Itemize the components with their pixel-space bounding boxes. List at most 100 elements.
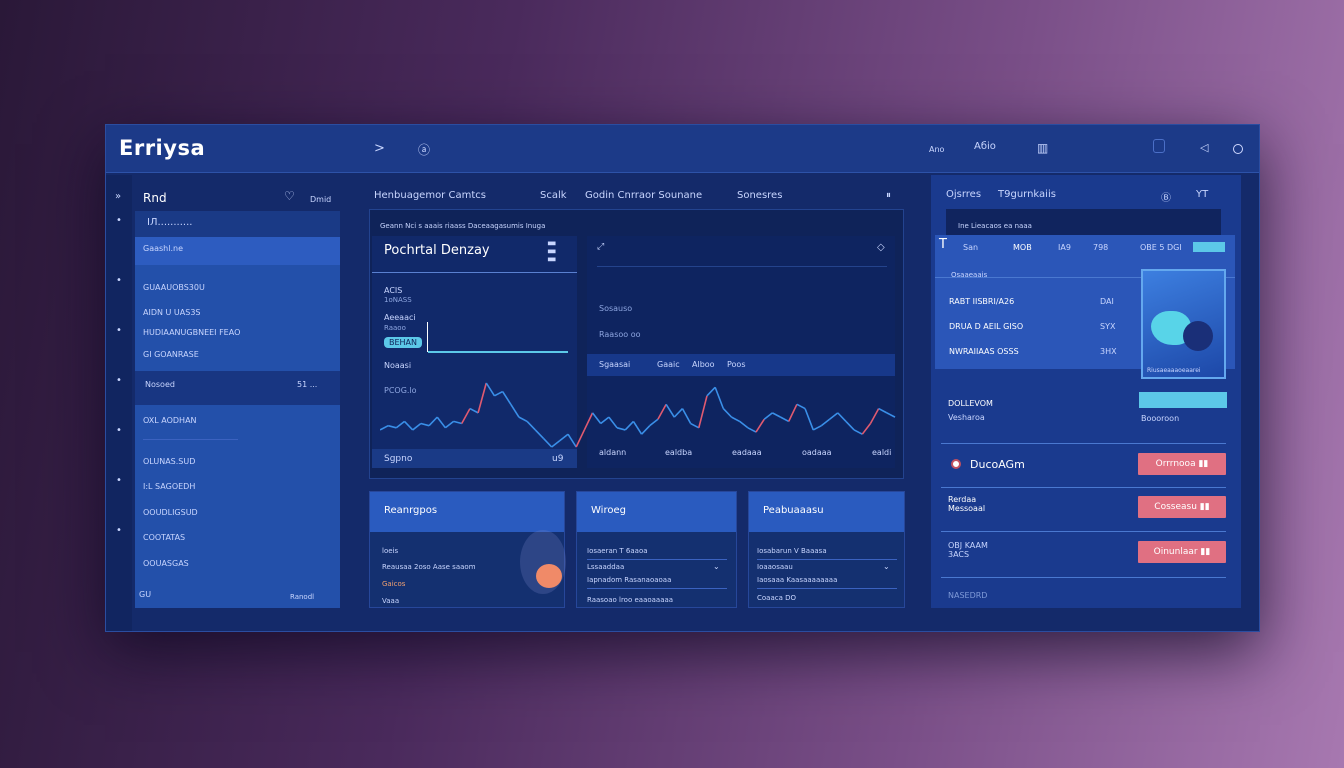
globe-icon[interactable]: ⓐ <box>418 143 431 157</box>
card-row[interactable]: Gaicos <box>382 580 406 588</box>
line-segment <box>526 420 536 431</box>
sidebar-item[interactable]: Nosoed <box>145 380 175 389</box>
table-row-name[interactable]: DRUA D AEIL GISO <box>949 322 1024 331</box>
thumbnail-image[interactable]: Riusaeaaaoeaarei <box>1141 269 1226 379</box>
chart-label: Raaoo <box>384 324 406 332</box>
heart-icon[interactable]: ♡ <box>284 189 295 203</box>
filter-icon[interactable]: YT <box>1196 189 1209 200</box>
line-segment <box>853 429 863 435</box>
line-segment <box>706 386 716 397</box>
circle-icon[interactable] <box>1233 144 1243 154</box>
line-segment <box>510 403 520 418</box>
chevron-down-icon[interactable]: ⌄ <box>883 562 890 571</box>
center-tab[interactable]: Godin Cnrraor Sounane <box>585 190 703 201</box>
sidebar-item[interactable]: GUAAUOBS30U <box>143 283 205 292</box>
menu-icon[interactable]: ▬ ▬ ▬ <box>547 238 557 265</box>
card-row[interactable]: Iapnadom Rasanaoaoaa <box>587 576 672 584</box>
rail-dot-icon[interactable]: • <box>116 375 122 386</box>
line-segment <box>731 416 741 423</box>
diamond-icon[interactable]: ◇ <box>877 242 885 253</box>
sidebar-item[interactable]: HUDIAANUGBNEEI FEAO <box>143 328 241 337</box>
card-row[interactable]: Lssaaddaa <box>587 563 625 571</box>
card-row[interactable]: Raasoao lroo eaaoaaaaa <box>587 596 674 604</box>
shield-icon[interactable] <box>1153 139 1165 153</box>
badge-icon[interactable]: Ⓑ <box>1161 193 1171 204</box>
column-header[interactable]: IA9 <box>1058 243 1071 252</box>
rail-dot-icon[interactable]: • <box>116 475 122 486</box>
column-header[interactable]: MOB <box>1013 243 1032 252</box>
center-tab[interactable]: Scalk <box>540 190 567 201</box>
line-segment <box>624 420 634 431</box>
sidebar-header-link[interactable]: Dmid <box>310 195 332 204</box>
line-segment <box>747 427 757 433</box>
sidebar-item[interactable]: Gaashl.ne <box>143 244 183 253</box>
column-header[interactable]: OBE 5 DGI <box>1140 243 1182 252</box>
top-link-1[interactable]: Ano <box>929 145 945 154</box>
line-segment <box>559 433 569 442</box>
card-row[interactable]: loeis <box>382 547 399 555</box>
collapse-icon[interactable]: » <box>115 191 122 202</box>
alert-action-button[interactable]: Orrrnooa ▮▮ <box>1138 453 1226 475</box>
line-segment <box>542 437 553 448</box>
line-segment <box>616 427 626 431</box>
expand-icon[interactable]: ⤢ <box>597 242 605 252</box>
card-row[interactable]: Iaosaaa Kaasaaaaaaaa <box>757 576 838 584</box>
line-segment <box>796 403 806 410</box>
sidebar-item[interactable]: OOUDLIGSUD <box>143 508 198 517</box>
rail-dot-icon[interactable]: • <box>116 325 122 336</box>
chart-label: ACIS <box>384 286 403 295</box>
table-row-name[interactable]: NWRAIIAAS OSSS <box>949 347 1019 356</box>
rail-dot-icon[interactable]: • <box>116 215 122 226</box>
line-segment <box>788 403 798 422</box>
sidebar-item[interactable]: OXL AODHAN <box>143 416 197 425</box>
grid-icon[interactable]: ▥ <box>1037 141 1049 155</box>
sidebar-footer-link[interactable]: Ranodl <box>290 593 315 601</box>
sidebar-item[interactable]: I:L SAGOEDH <box>143 482 196 491</box>
column-header[interactable]: 798 <box>1093 243 1109 252</box>
sidebar-item[interactable]: AIDN U UAS3S <box>143 308 201 317</box>
card-row[interactable]: Ioaaosaau <box>757 563 793 571</box>
sidebar-item[interactable]: COOTATAS <box>143 533 186 542</box>
center-tab[interactable]: Henbuagemor Camtcs <box>374 190 486 201</box>
line-segment <box>722 408 733 418</box>
sidebar-item[interactable]: OLUNAS.SUD <box>143 457 196 466</box>
line-segment <box>673 408 684 418</box>
thumb-caption: Riusaeaaaoeaarei <box>1147 367 1201 374</box>
more-icon[interactable]: ⏸ <box>886 190 891 201</box>
column-header[interactable]: San <box>963 243 979 252</box>
section-label: Osaaeaais <box>951 271 988 279</box>
right-tab[interactable]: Ojsrres <box>946 189 982 200</box>
card-row[interactable]: Vaaa <box>382 597 400 605</box>
rail-dot-icon[interactable]: • <box>116 525 122 536</box>
chevron-down-icon[interactable]: ⌄ <box>713 562 720 571</box>
back-icon[interactable]: ◁ <box>1200 141 1209 154</box>
line-segment <box>412 422 422 431</box>
rail-dot-icon[interactable]: • <box>116 275 122 286</box>
right-tab[interactable]: T9gurnkaiis <box>998 189 1056 200</box>
bar-label: Gaaic <box>657 360 680 369</box>
alert-action-button[interactable]: Oinunlaar ▮▮ <box>1138 541 1226 563</box>
card-row[interactable]: Iosabarun V Baaasa <box>757 547 827 555</box>
card-row[interactable]: Reausaa 2oso Aase saaom <box>382 563 476 571</box>
chart-label: Noaasi <box>384 361 412 370</box>
rail-dot-icon[interactable]: • <box>116 425 122 436</box>
chevron-right-icon[interactable]: > <box>374 141 385 156</box>
center-tab[interactable]: Sonesres <box>737 190 783 201</box>
line-segment <box>501 391 512 405</box>
line-segment <box>698 395 708 428</box>
status-bar <box>1139 392 1227 408</box>
sidebar-item[interactable]: OOUASGAS <box>143 559 189 568</box>
alert-action-button[interactable]: Cosseasu ▮▮ <box>1138 496 1226 518</box>
line-segment <box>878 407 888 414</box>
line-segment <box>886 412 896 418</box>
table-row-name[interactable]: RABT IISBRI/A26 <box>949 297 1015 306</box>
sidebar-item[interactable]: GI GOANRASE <box>143 350 199 359</box>
card-row[interactable]: Iosaeran T 6aaoa <box>587 547 648 555</box>
x-label: eadaaa <box>732 448 762 457</box>
card-row[interactable]: Coaaca DO <box>757 594 797 602</box>
highlight-pill[interactable]: BEHAN <box>384 337 423 348</box>
sidebar-search[interactable]: IЛ........... <box>147 217 193 228</box>
line-segment <box>395 420 406 429</box>
top-link-2[interactable]: Aбio <box>974 141 996 152</box>
x-label: aldann <box>599 448 627 457</box>
